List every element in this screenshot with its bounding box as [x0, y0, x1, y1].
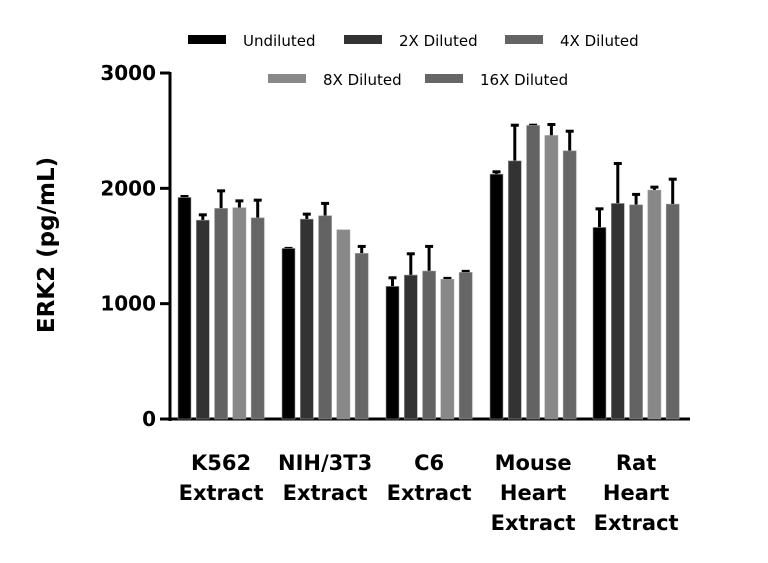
- legend-swatch: [505, 35, 543, 44]
- category-label-line: Extract: [491, 511, 576, 535]
- legend-label: Undiluted: [243, 32, 315, 50]
- legend-label: 8X Diluted: [323, 71, 402, 89]
- category-label-line: K562: [191, 451, 251, 475]
- bar: [647, 189, 662, 420]
- bar: [177, 197, 192, 420]
- bar: [232, 207, 247, 420]
- bar: [336, 229, 351, 420]
- category-label-line: Heart: [500, 481, 566, 505]
- category-label-line: C6: [414, 451, 444, 475]
- legend-label: 2X Diluted: [399, 32, 478, 50]
- bar: [458, 272, 473, 420]
- bar: [318, 215, 332, 420]
- legend-label: 4X Diluted: [560, 32, 639, 50]
- category-label-line: Heart: [603, 481, 669, 505]
- y-tick-label: 0: [142, 407, 156, 431]
- legend-swatch: [188, 35, 226, 44]
- bar: [250, 217, 265, 420]
- bar: [354, 253, 369, 420]
- bar: [665, 203, 680, 420]
- category-label: K562 Extract: [179, 451, 264, 505]
- bar: [281, 248, 296, 420]
- y-axis-label: ERK2 (pg/mL): [34, 157, 60, 333]
- y-tick-label: 3000: [100, 61, 156, 85]
- y-tick-label: 2000: [100, 176, 156, 200]
- category-label-line: Mouse: [495, 451, 572, 475]
- category-label-line: Extract: [283, 481, 368, 505]
- bar: [403, 274, 418, 420]
- category-label-line: Extract: [179, 481, 264, 505]
- bar: [299, 218, 314, 420]
- category-label: NIH/3T3 Extract: [278, 451, 372, 505]
- category-label: C6 Extract: [387, 451, 472, 505]
- legend-swatch: [268, 74, 306, 83]
- bar: [385, 286, 400, 420]
- category-label-line: Extract: [594, 511, 679, 535]
- category-labels: K562 Extract NIH/3T3 Extract C6 Extract Mouse H…: [179, 451, 679, 535]
- category-label-line: Extract: [387, 481, 472, 505]
- category-label: Rat Heart Extract: [594, 451, 679, 535]
- y-tick-label: 1000: [100, 292, 156, 316]
- bar: [610, 203, 625, 420]
- bar: [544, 135, 559, 420]
- bar: [422, 270, 436, 420]
- bar: [526, 125, 540, 420]
- bar: [440, 279, 455, 420]
- category-label: Mouse Heart Extract: [491, 451, 576, 535]
- bar: [507, 160, 522, 420]
- category-label-line: NIH/3T3: [278, 451, 372, 475]
- category-label-line: Rat: [616, 451, 656, 475]
- bar: [214, 208, 228, 420]
- bar: [489, 173, 504, 420]
- bar: [592, 227, 607, 420]
- legend-label: 16X Diluted: [480, 71, 568, 89]
- bar: [562, 150, 577, 420]
- legend-swatch: [425, 74, 463, 83]
- bar: [629, 204, 643, 420]
- legend: Undiluted 2X Diluted 4X Diluted 8X Diluted 1…: [188, 32, 639, 89]
- bar: [196, 219, 210, 420]
- bars: [177, 123, 680, 420]
- legend-swatch: [344, 35, 382, 44]
